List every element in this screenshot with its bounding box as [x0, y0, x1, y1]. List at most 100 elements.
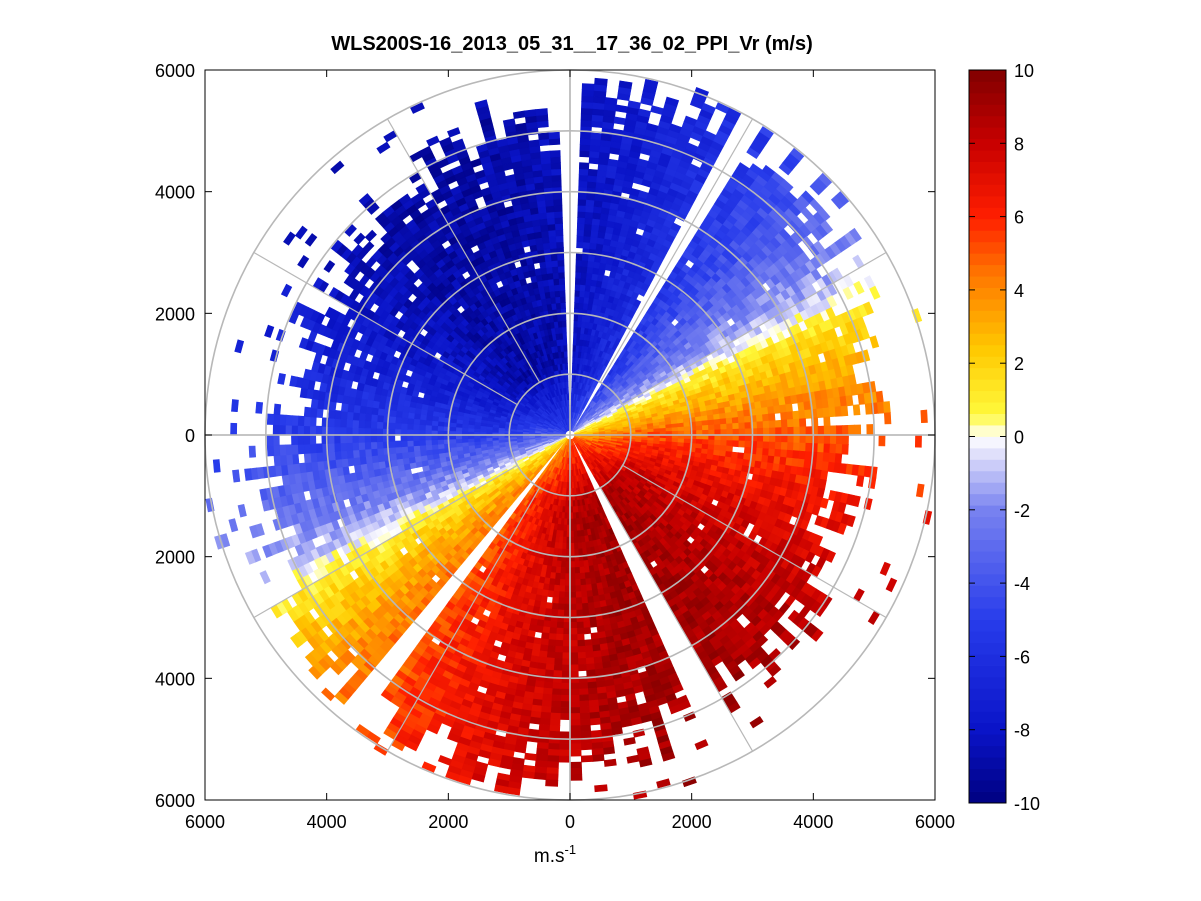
velocity-cell [574, 560, 580, 568]
velocity-cell [755, 447, 764, 456]
velocity-cell [762, 448, 770, 457]
velocity-cell [551, 596, 559, 605]
velocity-cell [562, 627, 571, 635]
velocity-cell [585, 584, 593, 592]
velocity-cell [580, 131, 592, 140]
velocity-cell [563, 603, 571, 611]
velocity-cell [573, 542, 579, 550]
velocity-cell [569, 621, 578, 629]
velocity-cell [823, 416, 831, 427]
velocity-cell [701, 420, 709, 427]
velocity-cell [785, 403, 793, 413]
velocity-cell [583, 229, 592, 237]
velocity-cell [581, 95, 595, 103]
velocity-cell [610, 727, 623, 736]
velocity-cell [575, 597, 583, 605]
velocity-cell [569, 688, 580, 696]
velocity-cell [569, 591, 577, 599]
velocity-cell [775, 434, 783, 443]
velocity-cell [559, 731, 571, 739]
velocity-cell [761, 454, 769, 464]
velocity-cell [575, 271, 582, 279]
velocity-cell [799, 418, 807, 428]
velocity-cell [719, 412, 727, 420]
velocity-cell [769, 427, 776, 436]
velocity-cell [820, 470, 829, 481]
velocity-cell [707, 419, 715, 426]
velocity-cell [578, 560, 585, 568]
velocity-cell [762, 427, 770, 436]
velocity-cell [569, 609, 577, 617]
velocity-cell [708, 439, 716, 446]
velocity-cell [769, 434, 776, 443]
velocity-cell [719, 445, 727, 452]
velocity-cell [561, 670, 571, 678]
velocity-cell [804, 451, 812, 461]
velocity-cell [792, 418, 801, 428]
velocity-cell [588, 705, 600, 714]
velocity-cell [546, 645, 556, 653]
velocity-cell [578, 688, 589, 696]
velocity-cell [574, 302, 580, 310]
velocity-cell [558, 755, 571, 763]
velocity-cell [603, 758, 617, 767]
velocity-cell [574, 585, 582, 593]
velocity-cell [563, 597, 571, 605]
velocity-cell [775, 427, 783, 436]
velocity-cell [550, 608, 559, 617]
velocity-cell [587, 168, 599, 177]
velocity-cell [574, 277, 582, 285]
velocity-cell [569, 658, 579, 666]
velocity-cell [545, 657, 555, 665]
velocity-cell [581, 608, 590, 617]
velocity-cell [743, 415, 752, 424]
velocity-cell [756, 427, 764, 436]
velocity-cell [574, 289, 581, 297]
velocity-cell [560, 694, 571, 702]
velocity-cell [829, 434, 837, 445]
velocity-cell [545, 767, 559, 775]
velocity-cell [720, 434, 728, 441]
velocity-cell [719, 418, 727, 425]
velocity-cell [575, 591, 582, 599]
velocity-cell [842, 424, 849, 436]
velocity-cell [552, 670, 563, 678]
velocity-cell [756, 421, 764, 429]
velocity-cell [726, 440, 734, 447]
velocity-cell [842, 434, 849, 446]
velocity-cell [920, 409, 928, 424]
velocity-cell [521, 770, 535, 779]
velocity-cell [581, 596, 589, 605]
velocity-cell [816, 451, 825, 462]
velocity-cell [569, 670, 579, 678]
plot-area: 6000 4000 2000 0 2000 4000 6000 60004000200002… [155, 61, 955, 832]
velocity-cell [653, 428, 661, 433]
velocity-cell [581, 83, 595, 91]
velocity-cell [554, 645, 563, 654]
velocity-cell [551, 602, 559, 611]
velocity-cell [732, 434, 740, 442]
velocity-cell [695, 439, 703, 445]
velocity-cell [700, 415, 709, 422]
velocity-cell [792, 450, 800, 460]
velocity-cell [822, 407, 831, 418]
velocity-cell [574, 283, 581, 291]
velocity-cell [569, 640, 578, 648]
velocity-cell [569, 700, 580, 708]
velocity-cell [762, 434, 770, 443]
velocity-cell [564, 585, 571, 593]
velocity-cell [743, 409, 751, 418]
velocity-cell [589, 242, 598, 250]
velocity-cell [558, 591, 565, 599]
velocity-cell [569, 707, 581, 714]
velocity-cell [805, 426, 813, 436]
velocity-cell [569, 749, 582, 757]
velocity-cell [556, 621, 564, 629]
velocity-cell [577, 657, 587, 666]
velocity-cell [541, 626, 551, 634]
velocity-cell [584, 211, 594, 219]
velocity-cell [576, 235, 585, 243]
velocity-cell [562, 646, 571, 654]
velocity-cell [829, 443, 837, 454]
velocity-cell [555, 633, 564, 641]
